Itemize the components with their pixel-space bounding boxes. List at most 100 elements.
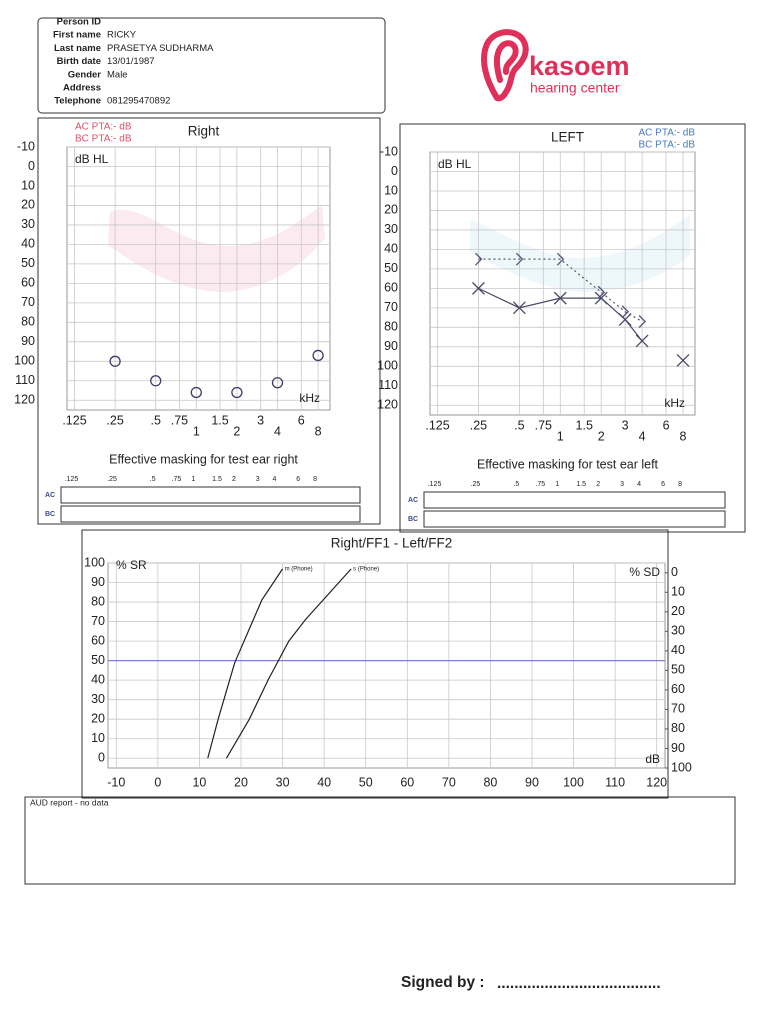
field-label: Gender: [68, 69, 102, 80]
series-line: [207, 568, 284, 759]
masking-row-label: BC: [408, 516, 418, 523]
ac-marker: [312, 349, 324, 362]
ac-marker: [618, 313, 632, 327]
y2-tick-label: 20: [671, 604, 685, 618]
ac-marker: [231, 386, 243, 399]
masking-box: [423, 491, 726, 509]
y-tick-label: 20: [21, 198, 35, 212]
masking-freq: 8: [313, 476, 317, 483]
y-tick-label: 100: [377, 359, 398, 373]
y-tick-label: 50: [21, 256, 35, 270]
x-tick-label: .75: [535, 418, 552, 432]
series-label: s (Phone): [353, 566, 379, 572]
y2-tick-label: 100: [671, 760, 692, 774]
y2-tick-label: 10: [671, 585, 685, 599]
masking-title: Effective masking for test ear left: [477, 457, 659, 471]
bc-marker: [515, 252, 524, 266]
y-tick-label: 70: [21, 295, 35, 309]
report-text: AUD report - no data: [30, 797, 109, 807]
y2-axis-label: % SD: [629, 565, 660, 579]
field-value: RICKY: [107, 30, 137, 41]
x-tick-label: 2: [233, 424, 240, 438]
x-tick-label: 90: [525, 775, 539, 789]
y2-tick-label: 80: [671, 721, 685, 735]
annotation: AC PTA:- dB: [75, 122, 132, 133]
masking-freq: .125: [428, 481, 442, 488]
masking-freq: .75: [172, 476, 182, 483]
y-tick-label: 90: [91, 575, 105, 589]
masking-title: Effective masking for test ear right: [109, 452, 298, 466]
x-tick-label: .25: [106, 413, 123, 427]
field-label: Person ID: [57, 17, 101, 28]
y-tick-label: 30: [21, 217, 35, 231]
y-tick-label: 80: [21, 315, 35, 329]
masking-freq: 4: [637, 481, 641, 488]
y-tick-label: -10: [380, 144, 398, 158]
ac-marker: [109, 355, 121, 367]
bc-marker: [638, 315, 647, 328]
y-axis-label: dB HL: [438, 157, 472, 171]
ac-marker: [471, 281, 485, 295]
x-tick-label: 120: [646, 775, 667, 789]
y-tick-label: 100: [14, 354, 35, 368]
field-value: 13/01/1987: [107, 56, 155, 67]
bc-marker: [597, 285, 606, 299]
y-tick-label: 120: [377, 398, 398, 412]
y-tick-label: 120: [14, 393, 35, 407]
masking-freq: 1: [555, 481, 559, 488]
y-tick-label: 10: [91, 731, 105, 745]
y-tick-label: 70: [91, 614, 105, 628]
logo-name: kasoem: [529, 51, 630, 81]
field-label: Last name: [54, 43, 101, 54]
masking-freq: .5: [150, 476, 156, 483]
masking-box: [423, 510, 726, 528]
chart-title: Right/FF1 - Left/FF2: [331, 536, 453, 551]
x-tick-label: 6: [298, 413, 305, 427]
masking-row-label: AC: [45, 492, 55, 499]
y-tick-label: 40: [384, 242, 398, 256]
masking-freq: .5: [513, 481, 519, 488]
y2-tick-label: 30: [671, 624, 685, 638]
y-tick-label: 80: [91, 594, 105, 608]
signature-label: Signed by :: [401, 974, 485, 991]
y-tick-label: 0: [98, 751, 105, 765]
left-audiogram-box: [399, 123, 746, 533]
bc-marker: [621, 305, 630, 319]
right-audiogram-box: [37, 117, 381, 525]
x-tick-label: 110: [605, 775, 625, 789]
x-tick-label: 2: [598, 429, 605, 443]
x-tick-label: 1.5: [211, 413, 228, 427]
y-tick-label: 40: [21, 237, 35, 251]
y-tick-label: 110: [15, 373, 35, 387]
y-tick-label: 90: [384, 339, 398, 353]
x-tick-label: 30: [276, 775, 290, 789]
y-tick-label: 10: [21, 178, 35, 192]
y-tick-label: 20: [384, 203, 398, 217]
ac-marker: [271, 377, 284, 389]
field-value: 081295470892: [107, 96, 170, 107]
masking-row-label: AC: [408, 497, 418, 504]
masking-freq: 6: [661, 481, 665, 488]
ac-marker: [676, 353, 690, 367]
logo-subtitle: hearing center: [530, 80, 620, 96]
y2-tick-label: 0: [671, 565, 678, 579]
y-tick-label: 60: [21, 276, 35, 290]
x-tick-label: .25: [470, 418, 487, 432]
ac-marker: [594, 291, 608, 305]
x-tick-label: .5: [514, 418, 524, 432]
masking-freq: 2: [232, 476, 236, 483]
logo-ear: [481, 29, 529, 102]
y-tick-label: 110: [378, 378, 398, 392]
y-tick-label: 40: [91, 672, 105, 686]
masking-freq: 6: [296, 476, 300, 483]
x-tick-label: 50: [359, 775, 373, 789]
x-tick-label: 3: [257, 413, 264, 427]
x-tick-label: 3: [622, 418, 629, 432]
y-tick-label: 60: [384, 281, 398, 295]
y-tick-label: 20: [91, 711, 105, 725]
masking-freq: 2: [596, 481, 600, 488]
y-tick-label: 60: [91, 633, 105, 647]
